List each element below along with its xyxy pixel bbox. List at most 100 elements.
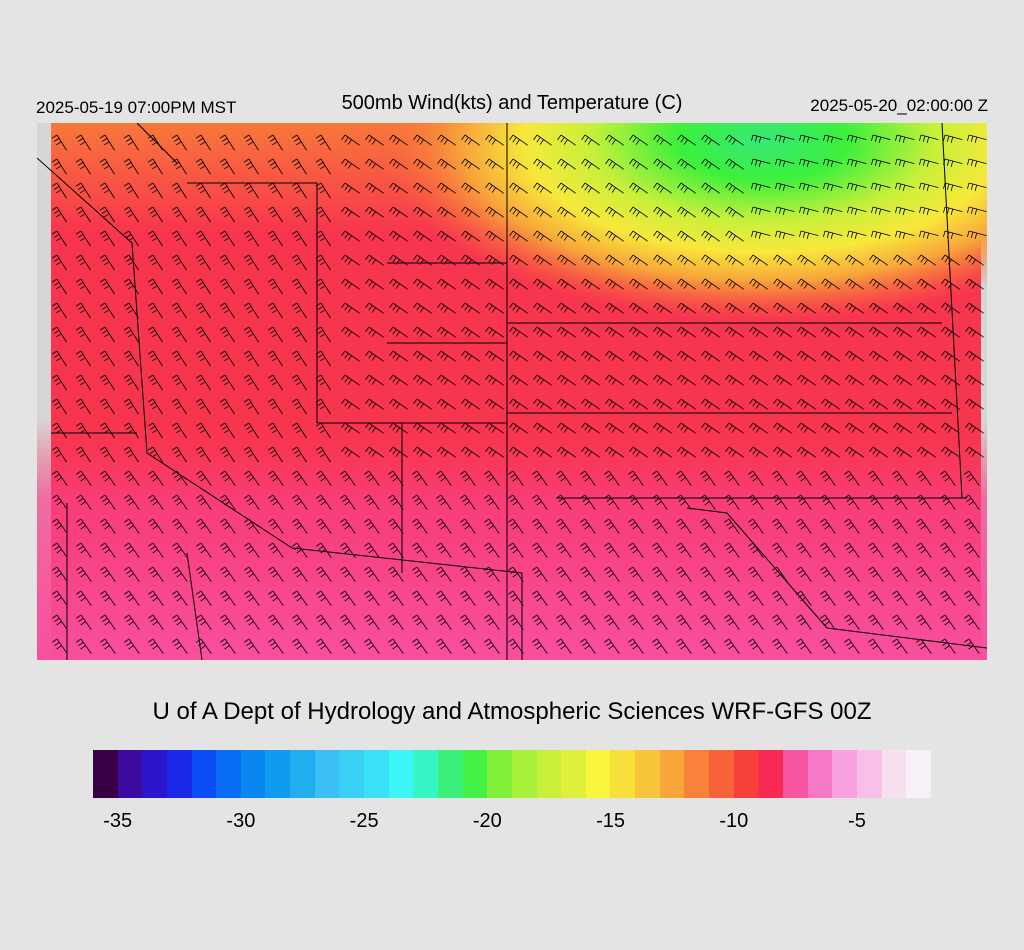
wind-barb-flag <box>965 374 970 381</box>
wind-barb <box>416 566 428 582</box>
wind-barb-flag <box>651 638 658 643</box>
wind-barb <box>800 446 816 458</box>
wind-barb-flag <box>899 403 904 409</box>
wind-barb <box>920 470 932 486</box>
wind-barb-flag <box>854 136 858 143</box>
wind-barb <box>944 494 956 510</box>
wind-barb <box>344 494 356 510</box>
wind-barb <box>272 470 284 486</box>
wind-barb-flag <box>702 569 708 575</box>
wind-barb-flag <box>826 231 830 238</box>
wind-barb-flag <box>755 331 760 337</box>
wind-barb-flag <box>659 307 664 313</box>
wind-barb-flag <box>635 235 640 241</box>
wind-barb <box>464 182 480 194</box>
wind-barb-flag <box>387 542 394 547</box>
wind-barb <box>152 254 163 271</box>
wind-barb <box>176 494 188 510</box>
wind-barb <box>320 206 331 223</box>
wind-barb-flag <box>123 446 130 451</box>
wind-barb <box>368 566 380 582</box>
wind-barb-flag <box>248 477 254 482</box>
wind-barb-flag <box>219 470 226 475</box>
wind-barb-flag <box>317 306 324 310</box>
wind-barb-flag <box>366 569 372 575</box>
wind-barb-flag <box>152 477 158 482</box>
wind-barb-flag <box>704 401 709 407</box>
wind-barb <box>704 350 720 362</box>
wind-barb <box>872 398 888 410</box>
wind-barb-flag <box>680 161 685 167</box>
wind-barb-flag <box>776 329 781 335</box>
wind-barb <box>608 518 620 534</box>
wind-barb <box>728 302 744 314</box>
wind-barb-flag <box>319 333 326 338</box>
wind-barb-flag <box>728 209 733 215</box>
wind-barb-flag <box>291 134 298 139</box>
wind-barb-flag <box>315 134 322 139</box>
wind-barb-flag <box>173 450 180 454</box>
wind-barb-flag <box>53 450 60 454</box>
wind-barb <box>560 230 576 242</box>
wind-barb-flag <box>896 257 901 263</box>
wind-barb-flag <box>291 470 298 475</box>
wind-barb <box>104 158 115 175</box>
wind-barb-flag <box>342 545 348 551</box>
wind-barb-flag <box>247 309 254 314</box>
wind-barb <box>632 134 648 146</box>
wind-barb-flag <box>611 283 616 289</box>
wind-barb-flag <box>99 398 106 403</box>
wind-barb <box>872 134 891 141</box>
wind-barb <box>344 566 356 582</box>
wind-barb-flag <box>632 401 637 407</box>
wind-barb <box>128 350 139 367</box>
wind-barb-flag <box>195 638 202 643</box>
wind-barb <box>224 590 236 606</box>
wind-barb-flag <box>845 350 850 357</box>
wind-barb-flag <box>347 235 352 241</box>
wind-barb-flag <box>294 617 300 623</box>
wind-barb-flag <box>104 501 110 506</box>
wind-barb <box>800 518 812 534</box>
wind-barb-flag <box>896 501 902 506</box>
wind-barb-flag <box>507 590 514 595</box>
wind-barb <box>368 590 380 606</box>
wind-barb <box>320 590 332 606</box>
wind-barb-flag <box>776 425 781 431</box>
wind-barb-flag <box>963 566 970 571</box>
wind-barb <box>776 158 795 165</box>
wind-barb-flag <box>536 305 541 311</box>
wind-barb <box>440 302 456 314</box>
wind-barb-flag <box>387 566 394 571</box>
wind-barb-flag <box>78 617 84 623</box>
wind-barb-flag <box>219 302 226 307</box>
wind-barb-flag <box>533 158 538 165</box>
wind-barb <box>968 134 987 141</box>
wind-barb-flag <box>464 257 469 263</box>
wind-barb-flag <box>344 377 349 383</box>
wind-barb-flag <box>848 501 854 506</box>
wind-barb <box>200 254 211 271</box>
wind-barb-flag <box>779 283 784 289</box>
wind-barb-flag <box>147 638 154 643</box>
wind-barb-flag <box>754 183 758 190</box>
wind-barb-flag <box>365 230 370 237</box>
wind-barb-flag <box>515 331 520 337</box>
wind-barb-flag <box>247 357 254 362</box>
wind-barb-flag <box>395 235 400 241</box>
wind-barb-flag <box>751 182 754 189</box>
wind-barb-flag <box>728 161 733 167</box>
wind-barb-flag <box>293 258 300 262</box>
wind-barb <box>584 158 600 170</box>
wind-barb-flag <box>363 614 370 619</box>
wind-barb-flag <box>653 254 658 261</box>
colorbar-swatch <box>117 750 143 798</box>
wind-barb-flag <box>461 158 466 165</box>
wind-barb-flag <box>509 422 514 429</box>
wind-barb <box>224 374 235 391</box>
wind-barb-flag <box>414 593 420 599</box>
wind-barb <box>56 590 68 606</box>
wind-barb-flag <box>295 189 302 194</box>
wind-barb-flag <box>563 187 568 193</box>
wind-barb-flag <box>608 645 614 650</box>
